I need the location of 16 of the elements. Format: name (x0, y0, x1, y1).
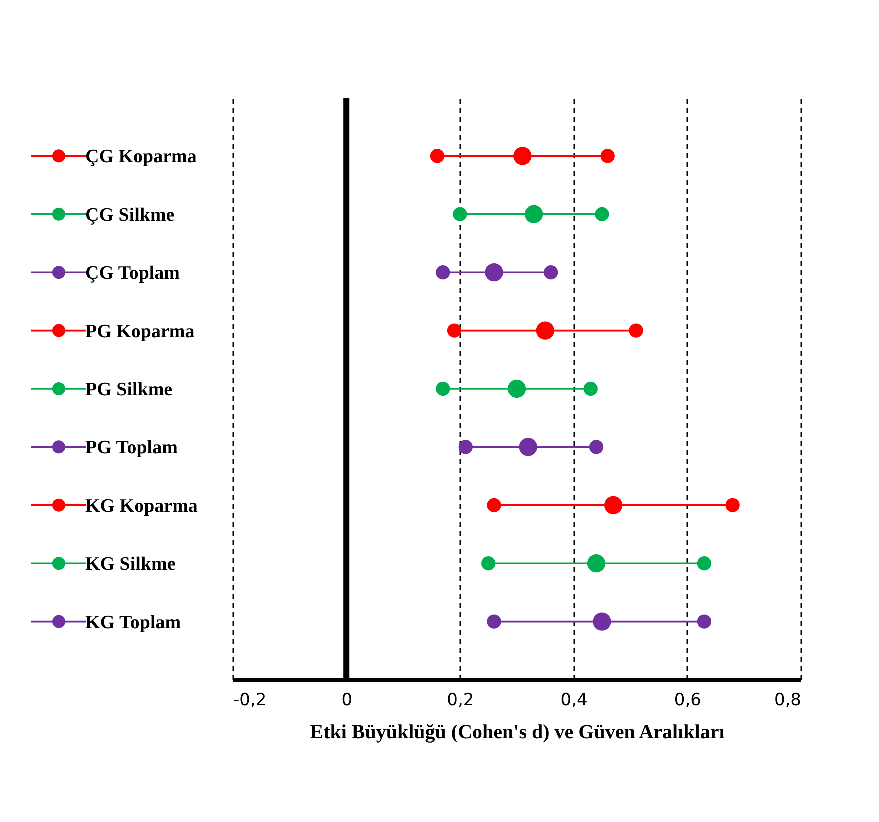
y-tick-label: ÇG Silkme (86, 204, 175, 226)
x-axis-title: Etki Büyüklüğü (Cohen's d) ve Güven Aralıkları (310, 722, 726, 744)
y-tick-label: KG Toplam (86, 612, 182, 634)
x-tick-label: 0,4 (560, 690, 588, 710)
y-tick-label: ÇG Koparma (86, 146, 198, 168)
x-tick-label: 0,2 (447, 690, 474, 710)
y-tick-label: PG Silkme (86, 380, 173, 400)
x-tick-label: -0,2 (234, 690, 267, 710)
y-tick-label: KG Koparma (86, 496, 198, 517)
x-tick-label: 0,6 (674, 690, 702, 710)
y-tick-label: PG Koparma (86, 321, 196, 342)
x-tick-label: 0 (342, 690, 353, 710)
y-tick-label: ÇG Toplam (86, 263, 180, 284)
y-tick-label: PG Toplam (86, 438, 178, 459)
y-tick-label: KG Silkme (86, 554, 176, 576)
x-tick-label: 0,8 (774, 690, 802, 710)
